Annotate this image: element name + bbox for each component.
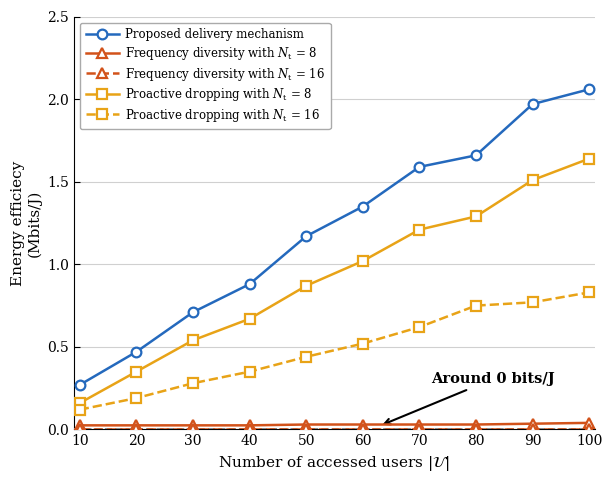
X-axis label: Number of accessed users $|\mathcal{U}|$: Number of accessed users $|\mathcal{U}|$	[219, 454, 451, 473]
Y-axis label: Energy efficiecy
(Mbits/J): Energy efficiecy (Mbits/J)	[11, 160, 42, 286]
Legend: Proposed delivery mechanism, Frequency diversity with $N_{\rm t}$ = 8, Frequency: Proposed delivery mechanism, Frequency d…	[80, 23, 331, 130]
Text: Around 0 bits/J: Around 0 bits/J	[384, 372, 554, 424]
